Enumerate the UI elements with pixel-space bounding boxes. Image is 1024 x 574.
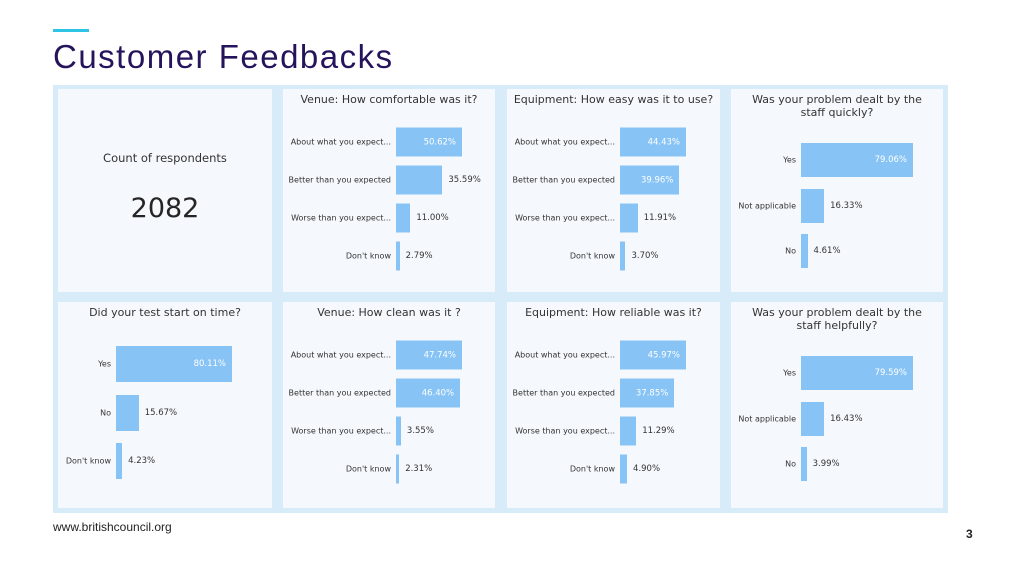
data-label: 80.11% — [193, 359, 226, 369]
chart-title: Venue: How comfortable was it? — [300, 93, 478, 106]
bar[interactable] — [620, 416, 637, 446]
data-label: 4.61% — [813, 246, 841, 256]
data-label: 4.23% — [128, 456, 156, 466]
data-label: 3.55% — [406, 426, 434, 436]
bar[interactable]: 79.59% — [801, 356, 913, 390]
category-label: Worse than you expect... — [515, 426, 615, 436]
data-label: 11.29% — [642, 426, 675, 436]
bar[interactable] — [801, 401, 825, 436]
kpi-value: 2082 — [130, 193, 200, 224]
data-label: 35.59% — [448, 175, 481, 185]
data-label: 3.70% — [631, 251, 659, 261]
category-label: Don't know — [569, 251, 615, 261]
chart-title: Was your problem dealt by the staff quic… — [752, 93, 922, 119]
data-label: 15.67% — [144, 407, 178, 418]
chart-staff-quickly: Was your problem dealt by the staff quic… — [731, 89, 943, 292]
kpi-label: Count of respondents — [103, 151, 227, 165]
category-label: No — [100, 408, 111, 417]
category-label: Not applicable — [738, 201, 796, 210]
chart-title: Equipment: How easy was it to use? — [513, 93, 714, 106]
bar[interactable]: 39.96% — [620, 165, 680, 195]
bar[interactable]: 37.85% — [620, 378, 675, 408]
category-label: No — [785, 459, 796, 469]
category-label: Yes — [783, 368, 796, 378]
category-label: Worse than you expect... — [291, 213, 391, 223]
bar[interactable]: 50.62% — [396, 127, 462, 157]
chart-title: Was your problem dealt by the staff help… — [752, 306, 922, 332]
data-label: 46.40% — [421, 388, 455, 398]
category-label: Yes — [98, 359, 111, 369]
data-label: 79.06% — [874, 155, 907, 165]
data-label: 45.97% — [647, 350, 680, 360]
category-label: About what you expect... — [514, 137, 615, 147]
category-label: Yes — [783, 155, 796, 165]
data-label: 16.33% — [830, 200, 863, 211]
bar[interactable] — [801, 447, 807, 481]
category-label: Worse than you expect... — [515, 213, 615, 223]
bar[interactable] — [396, 454, 400, 484]
category-label: Don't know — [345, 464, 391, 474]
chart-test-on-time: Did your test start on time? Yes 80.11% No 1… — [58, 302, 272, 508]
bar[interactable] — [396, 165, 443, 195]
bar[interactable] — [620, 203, 638, 233]
bar[interactable] — [396, 241, 400, 271]
chart-equipment-ease: Equipment: How easy was it to use? About … — [507, 89, 720, 292]
footer-url[interactable]: www.britishcouncil.org — [53, 520, 172, 534]
data-label: 79.59% — [874, 368, 907, 378]
bar[interactable] — [620, 241, 626, 271]
category-label: Worse than you expect... — [291, 426, 391, 436]
category-label: Not applicable — [738, 414, 796, 423]
data-label: 44.43% — [647, 137, 680, 147]
page-title: Customer Feedbacks — [53, 38, 394, 75]
category-label: About what you expect... — [290, 137, 391, 147]
data-label: 11.91% — [643, 213, 677, 223]
bar[interactable]: 44.43% — [620, 127, 686, 157]
bar[interactable] — [801, 188, 825, 223]
chart-title: Venue: How clean was it ? — [317, 306, 461, 319]
category-label: Don't know — [569, 464, 615, 474]
category-label: Don't know — [345, 251, 391, 261]
category-label: Better than you expected — [288, 175, 391, 185]
category-label: Don't know — [65, 456, 111, 466]
category-label: No — [785, 246, 796, 256]
chart-venue-comfort: Venue: How comfortable was it? About what… — [283, 89, 495, 292]
bar[interactable] — [620, 454, 628, 484]
bar[interactable] — [396, 416, 401, 446]
bar[interactable]: 80.11% — [116, 346, 232, 382]
data-label: 37.85% — [635, 388, 669, 398]
title-accent-line — [53, 29, 89, 32]
chart-equipment-reliable: Equipment: How reliable was it? About wha… — [507, 302, 720, 508]
data-label: 47.74% — [423, 350, 456, 360]
category-label: About what you expect... — [290, 350, 391, 360]
bar[interactable] — [116, 443, 123, 479]
bar[interactable]: 47.74% — [396, 340, 462, 370]
data-label: 50.62% — [423, 137, 456, 147]
data-label: 2.31% — [405, 464, 433, 474]
chart-title: Did your test start on time? — [89, 306, 241, 319]
data-label: 3.99% — [812, 459, 840, 469]
bar[interactable]: 46.40% — [396, 378, 461, 408]
bar[interactable]: 45.97% — [620, 340, 686, 370]
category-label: Better than you expected — [512, 388, 615, 398]
category-label: Better than you expected — [512, 175, 615, 185]
bar[interactable]: 79.06% — [801, 143, 913, 177]
kpi-card: Count of respondents 2082 — [58, 89, 272, 292]
chart-title: Equipment: How reliable was it? — [525, 306, 702, 319]
chart-staff-helpfully: Was your problem dealt by the staff help… — [731, 302, 943, 508]
bar[interactable] — [801, 234, 808, 268]
category-label: Better than you expected — [288, 388, 391, 398]
data-label: 2.79% — [405, 251, 433, 261]
category-label: About what you expect... — [514, 350, 615, 360]
bar[interactable] — [396, 203, 411, 233]
bar[interactable] — [116, 394, 139, 431]
data-label: 16.43% — [830, 413, 863, 424]
chart-venue-clean: Venue: How clean was it ? About what you … — [283, 302, 495, 508]
data-label: 39.96% — [640, 175, 674, 185]
page-number: 3 — [966, 527, 973, 541]
data-label: 4.90% — [633, 464, 661, 474]
data-label: 11.00% — [416, 213, 449, 223]
